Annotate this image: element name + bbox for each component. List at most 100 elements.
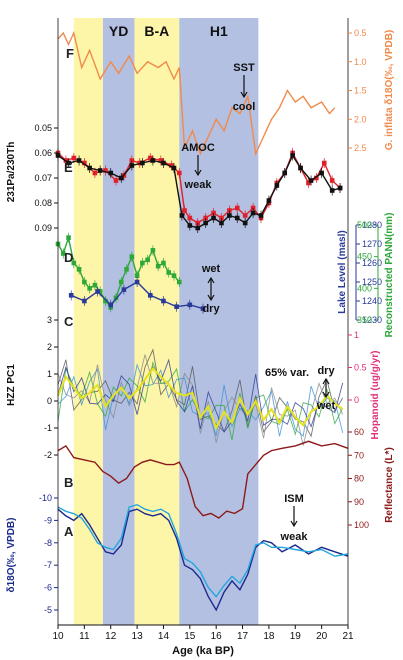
data-marker (329, 178, 335, 183)
y2-axis-title: Reconstructed PANN(mm) (384, 213, 395, 338)
annotation-arrowhead (194, 169, 202, 177)
data-marker (329, 188, 335, 193)
data-marker (134, 273, 140, 278)
data-marker (298, 165, 303, 171)
annotation-top: SST (233, 62, 255, 74)
y2-tick-label: 350 (357, 315, 372, 325)
event-band (179, 18, 259, 625)
x-tick-label: 19 (290, 631, 302, 642)
y2-tick-label: 500 (357, 220, 372, 230)
panel-letter: E (64, 160, 73, 175)
y-tick-label: 80 (354, 474, 364, 484)
y2-tick-label: 450 (357, 252, 372, 262)
data-marker (306, 180, 311, 186)
x-axis-title: Age (ka BP) (172, 645, 234, 657)
data-marker (121, 287, 127, 292)
data-marker (129, 163, 135, 168)
annotation-label: 65% var. (265, 367, 309, 379)
data-marker (242, 213, 248, 218)
data-marker (150, 248, 156, 253)
x-tick-label: 13 (132, 631, 144, 642)
data-marker (161, 260, 166, 266)
data-marker (176, 279, 182, 285)
y-tick-label: -8 (44, 538, 52, 548)
data-marker (200, 306, 206, 311)
data-marker (150, 158, 156, 163)
y-tick-label: 100 (354, 520, 369, 530)
y-tick-label: 0.08 (34, 198, 52, 208)
y-tick-label: 1.5 (354, 86, 367, 96)
data-marker (87, 165, 92, 171)
data-marker (319, 170, 324, 176)
data-marker (308, 178, 314, 183)
data-marker (147, 155, 153, 161)
annotation-bottom: dry (202, 303, 220, 315)
panel-letter: D (64, 250, 73, 265)
y-axis-title: Lake Level (masl) (337, 230, 348, 313)
noise-line (57, 358, 344, 433)
data-marker (145, 257, 150, 263)
data-marker (187, 302, 193, 308)
annotation-top: AMOC (181, 142, 215, 154)
y2-tick-label: 0 (354, 395, 359, 405)
noise-line (57, 348, 344, 438)
data-marker (60, 251, 66, 256)
annotation-arrowhead (207, 276, 215, 302)
data-marker (68, 293, 74, 298)
annotation-arrowhead (240, 91, 248, 99)
x-tick-label: 17 (237, 631, 249, 642)
y2-tick-label: 1 (354, 330, 359, 340)
data-marker (242, 220, 248, 226)
annotation-top: ISM (284, 493, 304, 505)
event-band (134, 18, 180, 625)
x-tick-label: 11 (79, 631, 90, 642)
annotation-arrowhead (290, 520, 298, 528)
series-line (57, 440, 349, 519)
y-tick-label: 1250 (362, 277, 382, 287)
noise-line (57, 354, 344, 446)
data-marker (219, 220, 224, 226)
data-marker (161, 298, 166, 304)
x-tick-label: 14 (158, 631, 170, 642)
y-tick-label: -9 (44, 515, 52, 525)
x-tick-label: 18 (263, 631, 275, 642)
data-marker (103, 298, 108, 304)
data-marker (66, 235, 71, 240)
data-marker (108, 170, 114, 176)
y-tick-label: 0.07 (34, 173, 52, 183)
annotation-bottom: weak (184, 179, 213, 191)
data-marker (82, 298, 87, 304)
annotation-top: wet (201, 263, 221, 275)
data-marker (155, 263, 161, 269)
series-line (57, 503, 349, 598)
y-tick-label: 0.09 (34, 223, 52, 233)
data-marker (147, 293, 153, 298)
data-marker (76, 267, 82, 272)
data-marker (158, 158, 164, 163)
data-marker (166, 270, 172, 275)
y-tick-label: 1230 (362, 315, 382, 325)
annotation-bottom: cool (233, 101, 256, 113)
data-marker (169, 163, 174, 168)
data-marker (250, 210, 256, 216)
data-marker (113, 178, 119, 183)
annotation-bottom: wet (316, 400, 336, 412)
axes (54, 18, 379, 629)
series-line (57, 30, 336, 157)
event-bands (73, 18, 259, 625)
y-axis-title: HZZ PC1 (6, 364, 17, 406)
data-marker (174, 304, 179, 309)
data-marker (321, 160, 327, 166)
y-axis-title: 231Pa/230Th (6, 142, 17, 203)
x-tick-label: 21 (342, 631, 354, 642)
y-tick-label: 70 (354, 450, 364, 460)
y-tick-label: 90 (354, 497, 364, 507)
panel-letter: B (64, 475, 73, 490)
y2-axis-title: Hopanoid (ug/g/yr) (370, 351, 381, 440)
data-marker (161, 160, 166, 166)
data-marker (82, 279, 87, 285)
y-tick-label: 1270 (362, 239, 382, 249)
data-marker (234, 205, 240, 211)
y-tick-label: 2 (47, 342, 52, 352)
